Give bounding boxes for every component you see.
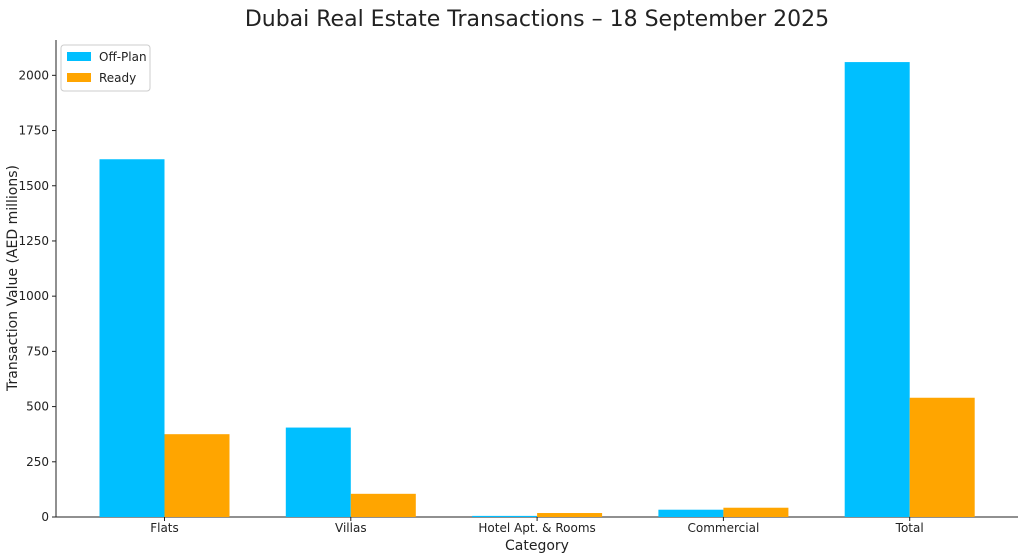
x-tick-label: Hotel Apt. & Rooms — [478, 521, 595, 535]
y-tick-label: 1000 — [18, 289, 49, 303]
legend-swatch-ready — [67, 73, 91, 82]
bars-group — [99, 62, 975, 517]
bar-off-plan-villas — [285, 427, 351, 517]
y-tick-label: 1750 — [18, 124, 49, 138]
x-tick-label: Villas — [335, 521, 367, 535]
bar-ready-villas — [350, 493, 416, 517]
bar-ready-commercial — [723, 507, 789, 517]
y-tick-label: 250 — [26, 455, 49, 469]
y-tick-label: 500 — [26, 400, 49, 414]
x-tick-label: Flats — [150, 521, 179, 535]
y-tick-label: 2000 — [18, 68, 49, 82]
y-axis-ticks: 0 250 500 750 1000 1250 1500 1750 2000 — [18, 68, 56, 524]
legend-swatch-off-plan — [67, 52, 91, 61]
bar-ready-flats — [164, 434, 230, 517]
y-axis-label: Transaction Value (AED millions) — [5, 165, 21, 392]
legend-label-off-plan: Off-Plan — [99, 50, 147, 64]
bar-ready-hotel-apt-rooms — [537, 513, 603, 517]
chart-title: Dubai Real Estate Transactions – 18 Sept… — [245, 7, 829, 32]
y-tick-label: 750 — [26, 344, 49, 358]
legend: Off-Plan Ready — [60, 44, 151, 92]
bar-off-plan-flats — [99, 159, 165, 517]
bar-off-plan-hotel-apt-rooms — [472, 515, 538, 517]
y-tick-label: 1500 — [18, 179, 49, 193]
x-axis-ticks: Flats Villas Hotel Apt. & Rooms Commercial T… — [150, 517, 924, 535]
bar-off-plan-commercial — [658, 509, 724, 517]
legend-label-ready: Ready — [99, 71, 136, 85]
x-tick-label: Commercial — [688, 521, 760, 535]
x-axis-label: Category — [505, 538, 569, 554]
bar-off-plan-total — [844, 62, 910, 517]
bar-ready-total — [909, 397, 975, 517]
y-tick-label: 1250 — [18, 234, 49, 248]
x-tick-label: Total — [895, 521, 924, 535]
y-tick-label: 0 — [41, 510, 49, 524]
